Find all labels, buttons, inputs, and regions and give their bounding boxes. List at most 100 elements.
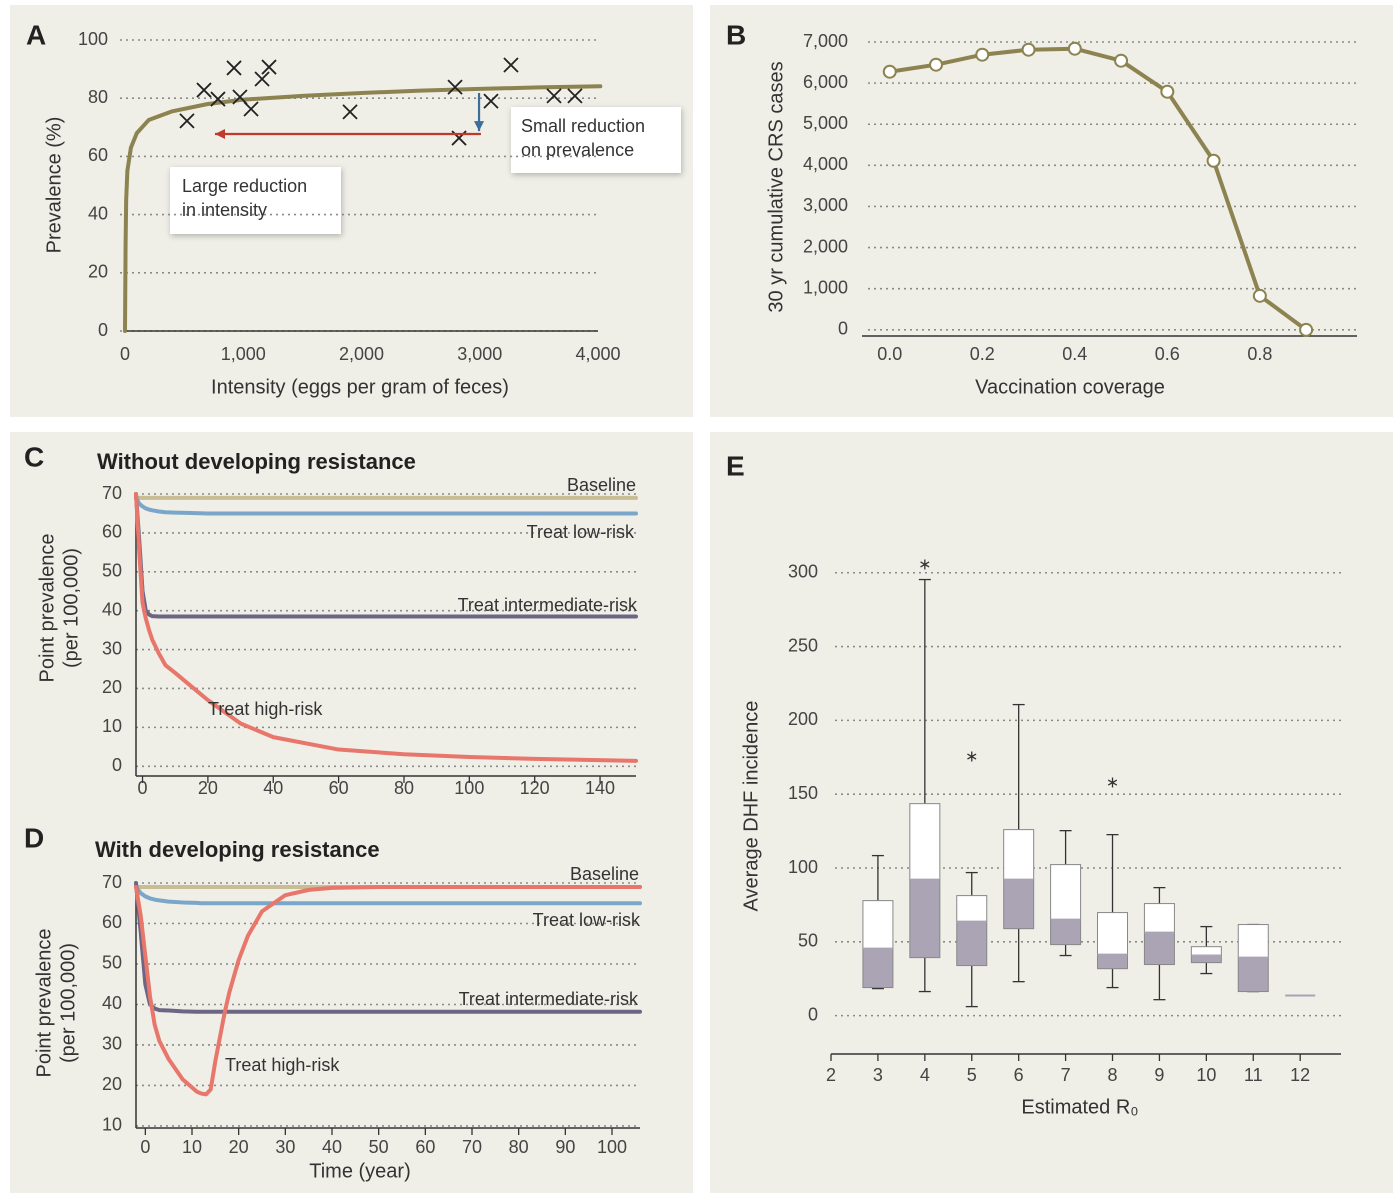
point-marker xyxy=(1067,41,1082,56)
box-lower xyxy=(1143,932,1175,966)
x-axis-title: Time (year) xyxy=(309,1160,410,1182)
annotation-text: Small reduction xyxy=(521,116,645,136)
y-tick-label: 3,000 xyxy=(803,195,848,215)
annotation-text: on prevalence xyxy=(521,140,634,160)
x-tick-label: 10 xyxy=(1196,1065,1216,1085)
x-tick-label: 70 xyxy=(462,1137,482,1157)
x-tick-label: 0.0 xyxy=(877,344,902,364)
x-axis-title: Vaccination coverage xyxy=(975,376,1165,398)
y-tick-label: 70 xyxy=(102,872,122,892)
panel-letter: C xyxy=(24,441,44,472)
box-lower xyxy=(862,948,894,989)
series-label: Treat low-risk xyxy=(533,910,641,930)
box-lower xyxy=(1190,955,1222,964)
y-tick-label: 200 xyxy=(788,709,818,729)
scatter-point xyxy=(210,91,226,107)
box-upper xyxy=(1003,829,1035,881)
box-lower xyxy=(1003,879,1035,930)
point-marker xyxy=(975,47,990,62)
y-tick-label: 300 xyxy=(788,562,818,582)
y-tick-label: 0 xyxy=(112,755,122,775)
x-tick-label: 40 xyxy=(263,778,283,798)
y-tick-label: 50 xyxy=(798,931,818,951)
box-lower xyxy=(1237,957,1269,993)
box-upper xyxy=(1237,924,1269,959)
panel-letter: B xyxy=(726,19,746,50)
x-tick-label: 2 xyxy=(826,1065,836,1085)
x-tick-label: 3,000 xyxy=(457,344,502,364)
x-tick-label: 140 xyxy=(585,778,615,798)
scatter-point xyxy=(567,88,583,104)
x-tick-label: 0 xyxy=(138,778,148,798)
point-marker xyxy=(1252,288,1267,303)
annotation-text: in intensity xyxy=(182,200,267,220)
y-tick-label: 6,000 xyxy=(803,72,848,92)
scatter-point xyxy=(261,59,277,75)
x-tick-label: 0 xyxy=(120,344,130,364)
x-tick-label: 50 xyxy=(369,1137,389,1157)
outlier xyxy=(920,559,930,570)
y-axis-title: Point prevalence xyxy=(33,929,55,1078)
box-upper xyxy=(1050,864,1082,921)
x-tick-label: 100 xyxy=(597,1137,627,1157)
series-label: Baseline xyxy=(567,475,636,495)
panel-letter: A xyxy=(26,19,46,50)
y-tick-label: 4,000 xyxy=(803,154,848,174)
y-tick-label: 30 xyxy=(102,1034,122,1054)
point-marker xyxy=(1206,153,1221,168)
x-tick-label: 0.2 xyxy=(970,344,995,364)
outlier xyxy=(967,751,977,762)
annotation-box xyxy=(511,107,681,173)
series-label: Baseline xyxy=(570,864,639,884)
y-tick-label: 7,000 xyxy=(803,31,848,51)
x-tick-label: 9 xyxy=(1154,1065,1164,1085)
x-tick-label: 0.4 xyxy=(1062,344,1087,364)
chart-title: With developing resistance xyxy=(95,837,380,862)
scatter-point xyxy=(254,71,270,87)
x-tick-label: 100 xyxy=(454,778,484,798)
x-tick-label: 60 xyxy=(329,778,349,798)
series-line xyxy=(134,492,638,763)
series-label: Treat low-risk xyxy=(527,522,635,542)
scatter-point xyxy=(226,60,242,76)
y-tick-label: 30 xyxy=(102,638,122,658)
box-upper xyxy=(1190,946,1222,957)
x-tick-label: 40 xyxy=(322,1137,342,1157)
series-label: Treat high-risk xyxy=(225,1055,340,1075)
x-tick-label: 10 xyxy=(182,1137,202,1157)
x-tick-label: 1,000 xyxy=(221,344,266,364)
scatter-point xyxy=(447,79,463,95)
panel-background xyxy=(710,5,1393,417)
x-axis-title: Intensity (eggs per gram of feces) xyxy=(211,376,509,398)
x-tick-label: 0.6 xyxy=(1155,344,1180,364)
y-tick-label: 1,000 xyxy=(803,277,848,297)
point-marker xyxy=(1160,84,1175,99)
series-line xyxy=(134,885,642,906)
y-tick-label: 60 xyxy=(102,912,122,932)
y-tick-label: 150 xyxy=(788,783,818,803)
x-tick-label: 8 xyxy=(1108,1065,1118,1085)
panel-background xyxy=(10,5,693,417)
x-axis-title: Estimated R₀ xyxy=(1021,1096,1138,1118)
y-axis-title: (per 100,000) xyxy=(60,548,82,668)
box-lower xyxy=(956,921,988,967)
y-tick-label: 100 xyxy=(78,29,108,49)
point-marker xyxy=(1021,42,1036,57)
x-tick-label: 6 xyxy=(1014,1065,1024,1085)
x-tick-label: 4,000 xyxy=(575,344,620,364)
x-tick-label: 20 xyxy=(198,778,218,798)
x-tick-label: 7 xyxy=(1061,1065,1071,1085)
series-line xyxy=(887,46,1309,332)
y-tick-label: 5,000 xyxy=(803,113,848,133)
box-lower xyxy=(909,879,941,959)
y-axis-title: (per 100,000) xyxy=(57,943,79,1063)
x-tick-label: 90 xyxy=(555,1137,575,1157)
box-lower xyxy=(1097,954,1129,970)
y-axis-title: Point prevalence xyxy=(36,534,58,683)
scatter-point xyxy=(503,57,519,73)
x-tick-label: 2,000 xyxy=(339,344,384,364)
annotation-box xyxy=(170,167,341,234)
y-tick-label: 70 xyxy=(102,483,122,503)
panel-letter: D xyxy=(24,822,44,853)
